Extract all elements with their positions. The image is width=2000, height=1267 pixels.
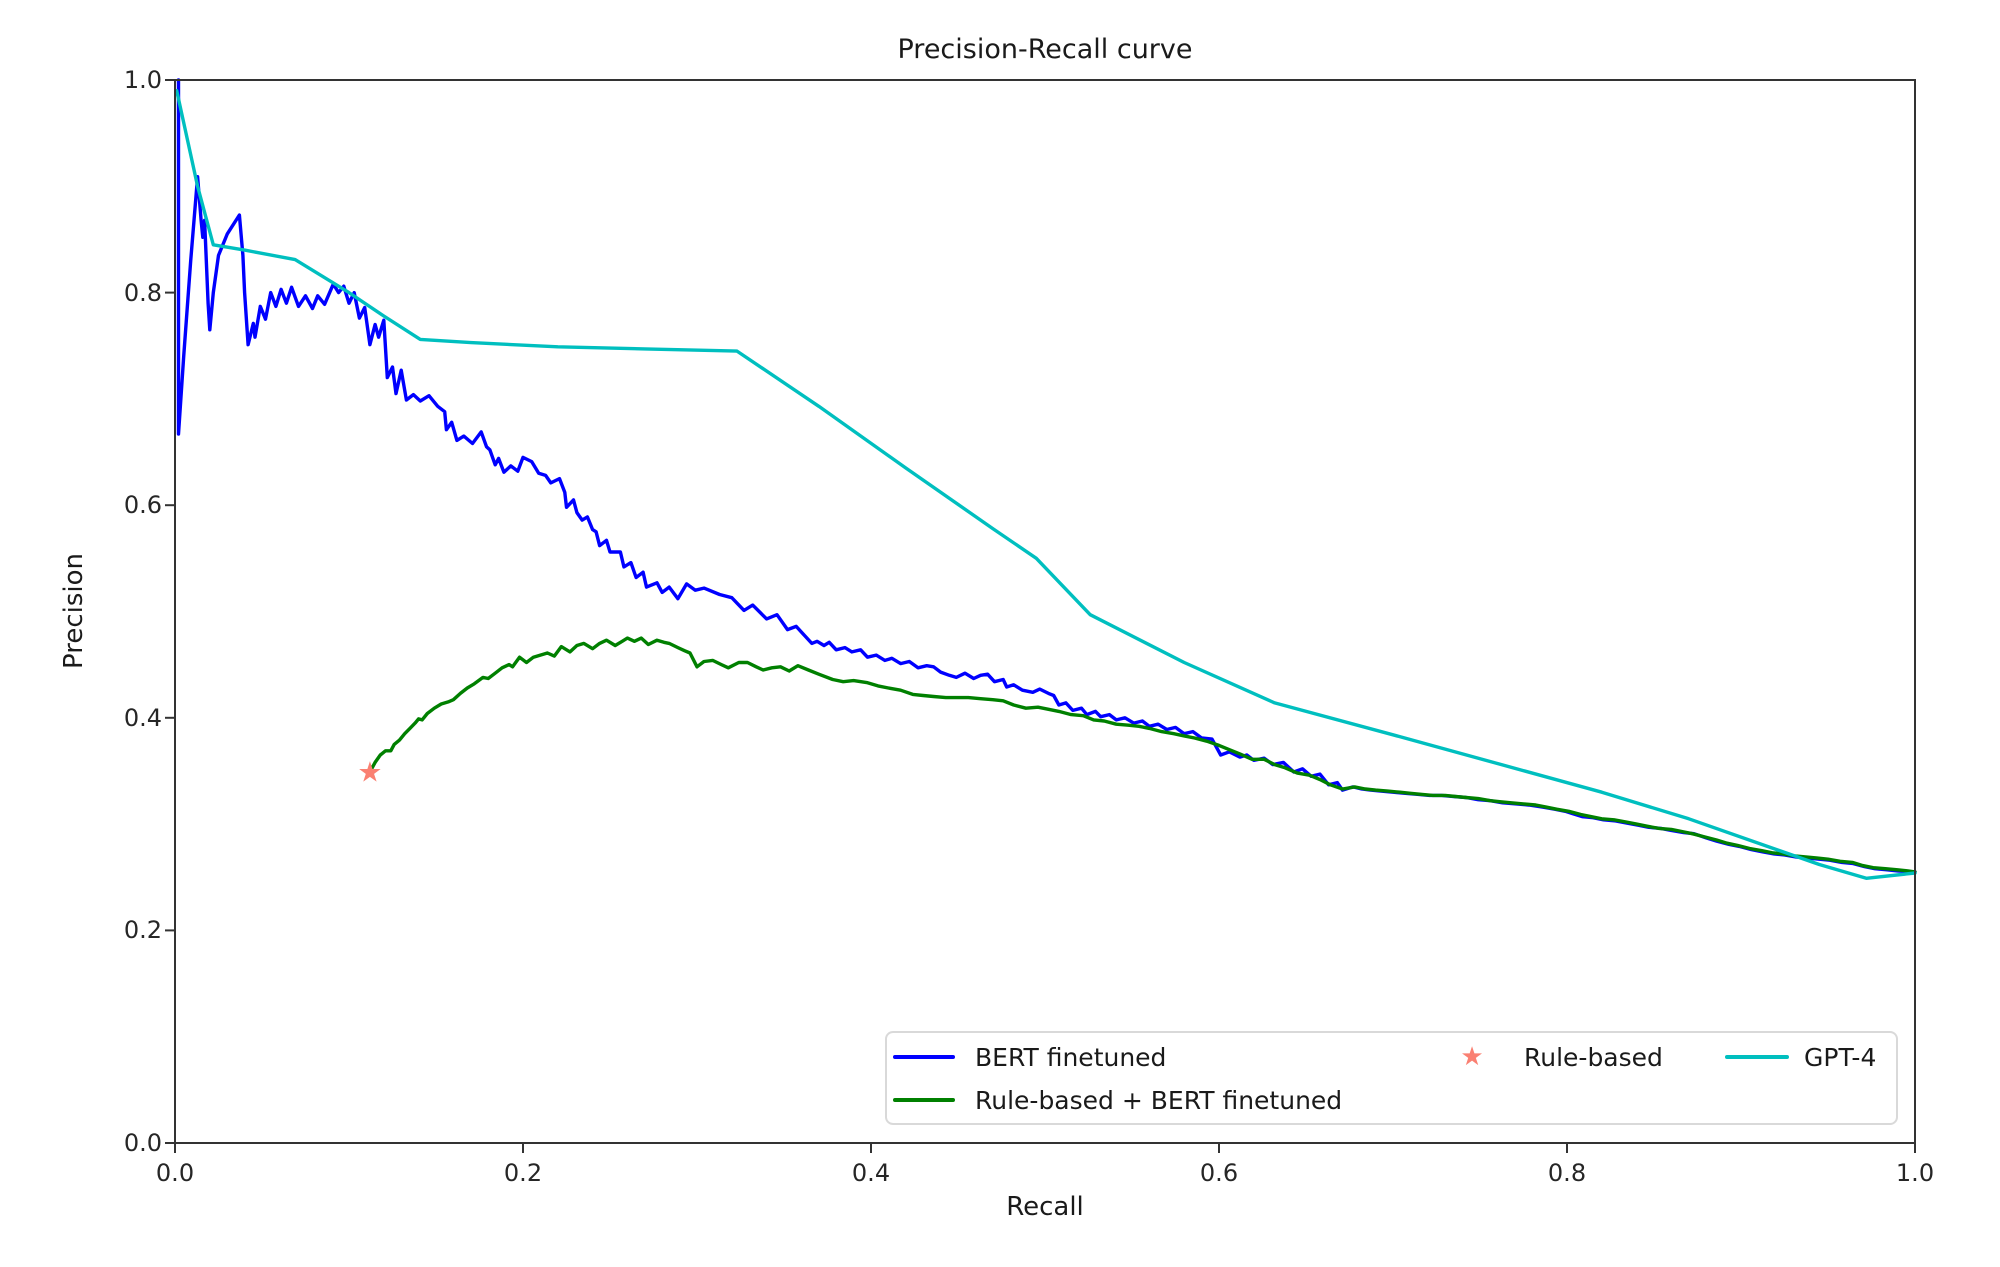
- bert-finetuned-line-swatch-icon: [893, 1055, 955, 1059]
- legend-item-rule-based-bert-finetuned: Rule-based + BERT finetuned: [893, 1085, 1342, 1115]
- y-tick-label: 0.6: [123, 491, 162, 520]
- series-line: [368, 636, 1917, 874]
- rule-based-star-marker-icon: ★: [357, 756, 382, 789]
- y-tick-label: 0.4: [123, 703, 162, 732]
- legend-label-gpt-4: GPT-4: [1804, 1042, 1877, 1072]
- y-tick-label: 1.0: [123, 66, 162, 94]
- legend-label-rule-based: Rule-based: [1524, 1042, 1663, 1072]
- legend-label-rule-based-bert-finetuned: Rule-based + BERT finetuned: [975, 1085, 1343, 1115]
- y-axis-label: Precision: [59, 552, 89, 670]
- y-tick-label: 0.8: [123, 278, 162, 307]
- star-marker-icon: ★: [1460, 1042, 1484, 1072]
- y-tick-label: 0.0: [123, 1129, 162, 1157]
- legend-item-rule-based: ★ Rule-based: [1457, 1042, 1663, 1072]
- series-line: [174, 88, 1917, 880]
- x-tick-label: 0.6: [1199, 1159, 1239, 1187]
- series-line: [176, 78, 1917, 874]
- legend-label-bert-finetuned: BERT finetuned: [975, 1042, 1167, 1072]
- x-tick-label: 0.4: [851, 1159, 891, 1187]
- rule-based-bert-line-swatch-icon: [893, 1098, 955, 1102]
- plot-spines: [174, 79, 1916, 1144]
- gpt-4-line-swatch-icon: [1725, 1055, 1789, 1059]
- legend: BERT finetuned Rule-based + BERT finetun…: [885, 1031, 1898, 1125]
- x-tick-label: 1.0: [1895, 1159, 1935, 1187]
- x-tick-label: 0.2: [503, 1159, 543, 1187]
- x-axis-label: Recall: [1006, 1192, 1084, 1222]
- x-tick-label: 0.0: [155, 1159, 195, 1187]
- legend-item-gpt-4: GPT-4: [1725, 1042, 1876, 1072]
- x-tick-label: 0.8: [1547, 1159, 1587, 1187]
- chart-title: Precision-Recall curve: [897, 34, 1193, 65]
- legend-item-bert-finetuned: BERT finetuned: [893, 1042, 1166, 1072]
- y-tick-label: 0.2: [123, 916, 162, 945]
